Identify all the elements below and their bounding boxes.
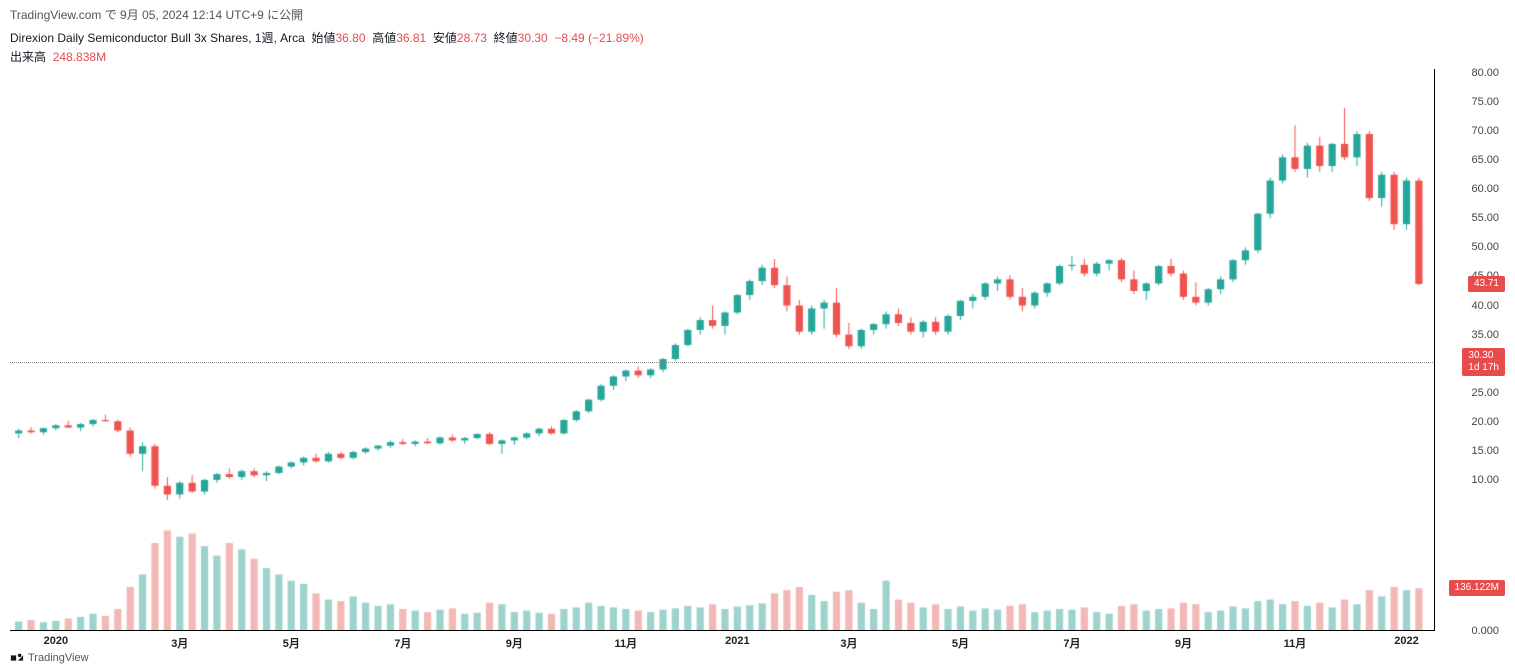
chart-area[interactable]: 80.0075.0070.0065.0060.0055.0050.0045.00… [10, 69, 1505, 655]
time-tick: 11月 [615, 635, 638, 651]
time-tick: 7月 [1063, 635, 1080, 651]
chart-header: Direxion Daily Semiconductor Bull 3x Sha… [0, 25, 1515, 65]
attribution: TradingView [10, 651, 89, 665]
price-axis[interactable]: 80.0075.0070.0065.0060.0055.0050.0045.00… [1434, 69, 1505, 631]
volume-value: 248.838M [53, 50, 106, 64]
price-tick: 60.00 [1471, 183, 1499, 195]
low-value: 28.73 [457, 31, 487, 45]
close-label: 終値 [494, 31, 518, 45]
price-tag: 43.71 [1468, 276, 1505, 292]
price-tick: 65.00 [1471, 154, 1499, 166]
price-tick: 75.00 [1471, 96, 1499, 108]
low-label: 安値 [433, 31, 457, 45]
high-value: 36.81 [396, 31, 426, 45]
price-tick: 20.00 [1471, 416, 1499, 428]
price-tick: 70.00 [1471, 125, 1499, 137]
price-tick: 55.00 [1471, 212, 1499, 224]
close-price-line [10, 362, 1435, 363]
time-tick: 9月 [506, 635, 523, 651]
volume-tick: 0.000 [1471, 625, 1499, 637]
time-tick: 9月 [1175, 635, 1192, 651]
candlestick-chart[interactable] [10, 69, 1435, 631]
time-tick: 5月 [952, 635, 969, 651]
high-label: 高値 [372, 31, 396, 45]
time-tick: 3月 [840, 635, 857, 651]
price-tick: 10.00 [1471, 474, 1499, 486]
time-axis[interactable]: 2020 3月 5月 7月 9月 11月 2021 3月 5月 7月 9月 11月 2022 [10, 630, 1435, 655]
attribution-text: TradingView [28, 652, 89, 664]
open-value: 36.80 [335, 31, 365, 45]
price-tick: 35.00 [1471, 329, 1499, 341]
volume-label: 出来高 [10, 50, 46, 64]
price-tick: 50.00 [1471, 241, 1499, 253]
open-label: 始値 [311, 31, 335, 45]
time-tick: 2022 [1394, 635, 1418, 647]
time-tick: 11月 [1284, 635, 1307, 651]
price-tick: 15.00 [1471, 445, 1499, 457]
price-tick: 25.00 [1471, 387, 1499, 399]
close-value: 30.30 [518, 31, 548, 45]
time-tick: 5月 [283, 635, 300, 651]
price-tick: 40.00 [1471, 300, 1499, 312]
price-tick: 80.00 [1471, 67, 1499, 79]
tradingview-logo-icon [10, 651, 24, 665]
publish-info: TradingView.com で 9月 05, 2024 12:14 UTC+… [0, 0, 1515, 25]
time-tick: 3月 [171, 635, 188, 651]
price-tag: 30.301d 17h [1462, 348, 1505, 376]
time-tick: 2020 [44, 635, 68, 647]
time-tick: 7月 [394, 635, 411, 651]
change-value: −8.49 (−21.89%) [554, 31, 643, 45]
time-tick: 2021 [725, 635, 749, 647]
volume-tag: 136.122M [1449, 580, 1505, 596]
instrument-name: Direxion Daily Semiconductor Bull 3x Sha… [10, 31, 305, 45]
